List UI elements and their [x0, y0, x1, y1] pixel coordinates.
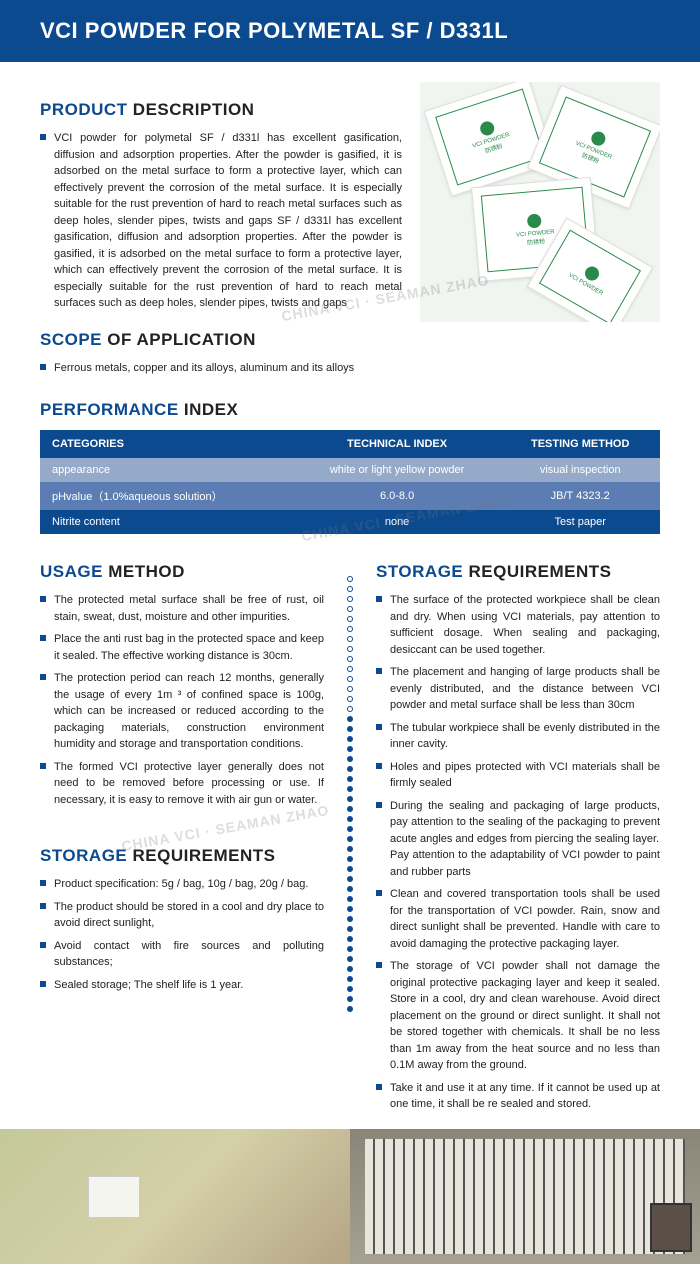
- list-item: During the sealing and packaging of larg…: [376, 798, 660, 881]
- list-item: Clean and covered transportation tools s…: [376, 886, 660, 952]
- divider-dot: [347, 616, 353, 622]
- header-bar: VCI POWDER FOR POLYMETAL SF / D331L: [0, 0, 700, 62]
- divider-dot: [347, 736, 353, 742]
- usage-list: The protected metal surface shall be fre…: [40, 592, 324, 808]
- perf-th-2: TESTING METHOD: [500, 430, 660, 458]
- perf-th-1: TECHNICAL INDEX: [294, 430, 501, 458]
- divider-dot: [347, 866, 353, 872]
- divider-dot: [347, 776, 353, 782]
- bottom-image-1: [0, 1129, 350, 1264]
- divider-dot: [347, 876, 353, 882]
- description-row: PRODUCT DESCRIPTION VCI powder for polym…: [40, 82, 660, 382]
- perf-table-head: CATEGORIES TECHNICAL INDEX TESTING METHO…: [40, 430, 660, 458]
- list-item: The placement and hanging of large produ…: [376, 664, 660, 714]
- divider-dot: [347, 986, 353, 992]
- packet-1: VCI POWDER防锈粉: [424, 82, 556, 197]
- list-item: Holes and pipes protected with VCI mater…: [376, 759, 660, 792]
- perf-row-2: Nitrite content none Test paper: [40, 510, 660, 534]
- section-title-performance: PERFORMANCE INDEX: [40, 400, 660, 420]
- divider-dot: [347, 856, 353, 862]
- divider-dot: [347, 846, 353, 852]
- list-item: The product should be stored in a cool a…: [40, 899, 324, 932]
- divider-dot: [347, 886, 353, 892]
- description-left: PRODUCT DESCRIPTION VCI powder for polym…: [40, 82, 402, 382]
- divider-dots: [342, 544, 358, 1119]
- divider-dot: [347, 826, 353, 832]
- divider-dot: [347, 716, 353, 722]
- list-item: Sealed storage; The shelf life is 1 year…: [40, 977, 324, 994]
- right-column: STORAGE REQUIREMENTS The surface of the …: [358, 544, 660, 1119]
- list-item: The protection period can reach 12 month…: [40, 670, 324, 753]
- list-item: Avoid contact with fire sources and poll…: [40, 938, 324, 971]
- divider-dot: [347, 946, 353, 952]
- divider-dot: [347, 726, 353, 732]
- page-title: VCI POWDER FOR POLYMETAL SF / D331L: [40, 18, 660, 44]
- divider-dot: [347, 926, 353, 932]
- divider-dot: [347, 656, 353, 662]
- left-column: USAGE METHOD The protected metal surface…: [40, 544, 342, 1119]
- divider-dot: [347, 836, 353, 842]
- divider-dot: [347, 606, 353, 612]
- divider-dot: [347, 706, 353, 712]
- divider-dot: [347, 586, 353, 592]
- list-item: Place the anti rust bag in the protected…: [40, 631, 324, 664]
- product-image: VCI POWDER防锈粉 VCI POWDER防锈粉 VCI POWDER防锈…: [420, 82, 660, 322]
- main-content: PRODUCT DESCRIPTION VCI powder for polym…: [0, 62, 700, 1129]
- list-item: The formed VCI protective layer generall…: [40, 759, 324, 809]
- section-title-product-desc: PRODUCT DESCRIPTION: [40, 100, 402, 120]
- divider-dot: [347, 746, 353, 752]
- divider-dot: [347, 766, 353, 772]
- divider-dot: [347, 626, 353, 632]
- list-item: The surface of the protected workpiece s…: [376, 592, 660, 658]
- storage-right-list: The surface of the protected workpiece s…: [376, 592, 660, 1113]
- divider-dot: [347, 756, 353, 762]
- description-right: VCI POWDER防锈粉 VCI POWDER防锈粉 VCI POWDER防锈…: [420, 82, 660, 382]
- divider-dot: [347, 816, 353, 822]
- section-title-usage: USAGE METHOD: [40, 562, 324, 582]
- divider-dot: [347, 896, 353, 902]
- list-item: Take it and use it at any time. If it ca…: [376, 1080, 660, 1113]
- storage-left-list: Product specification: 5g / bag, 10g / b…: [40, 876, 324, 993]
- list-item: The storage of VCI powder shall not dama…: [376, 958, 660, 1074]
- perf-table-body: appearance white or light yellow powder …: [40, 458, 660, 534]
- divider-dot: [347, 806, 353, 812]
- divider-dot: [347, 976, 353, 982]
- divider-dot: [347, 956, 353, 962]
- divider-dot: [347, 916, 353, 922]
- scope-text: Ferrous metals, copper and its alloys, a…: [40, 360, 402, 377]
- divider-dot: [347, 996, 353, 1002]
- divider-dot: [347, 906, 353, 912]
- bottom-image-2: [350, 1129, 700, 1264]
- perf-th-0: CATEGORIES: [40, 430, 294, 458]
- divider-dot: [347, 686, 353, 692]
- divider-dot: [347, 676, 353, 682]
- list-item: Product specification: 5g / bag, 10g / b…: [40, 876, 324, 893]
- divider-dot: [347, 1006, 353, 1012]
- section-title-storage-left: STORAGE REQUIREMENTS: [40, 846, 324, 866]
- divider-dot: [347, 796, 353, 802]
- divider-dot: [347, 646, 353, 652]
- section-title-storage-right: STORAGE REQUIREMENTS: [376, 562, 660, 582]
- bottom-image-strip: [0, 1129, 700, 1264]
- section-title-scope: SCOPE OF APPLICATION: [40, 330, 402, 350]
- product-desc-list: VCI powder for polymetal SF / d331l has …: [40, 130, 402, 312]
- two-column-section: USAGE METHOD The protected metal surface…: [40, 544, 660, 1119]
- perf-row-0: appearance white or light yellow powder …: [40, 458, 660, 482]
- divider-dot: [347, 696, 353, 702]
- divider-dot: [347, 636, 353, 642]
- list-item: The protected metal surface shall be fre…: [40, 592, 324, 625]
- divider-dot: [347, 936, 353, 942]
- divider-dot: [347, 596, 353, 602]
- divider-dot: [347, 786, 353, 792]
- scope-list: Ferrous metals, copper and its alloys, a…: [40, 360, 402, 377]
- perf-row-1: pHvalue（1.0%aqueous solution） 6.0-8.0 JB…: [40, 482, 660, 510]
- divider-dot: [347, 576, 353, 582]
- performance-table: CATEGORIES TECHNICAL INDEX TESTING METHO…: [40, 430, 660, 534]
- divider-dot: [347, 966, 353, 972]
- divider-dot: [347, 666, 353, 672]
- list-item: The tubular workpiece shall be evenly di…: [376, 720, 660, 753]
- product-desc-text: VCI powder for polymetal SF / d331l has …: [40, 130, 402, 312]
